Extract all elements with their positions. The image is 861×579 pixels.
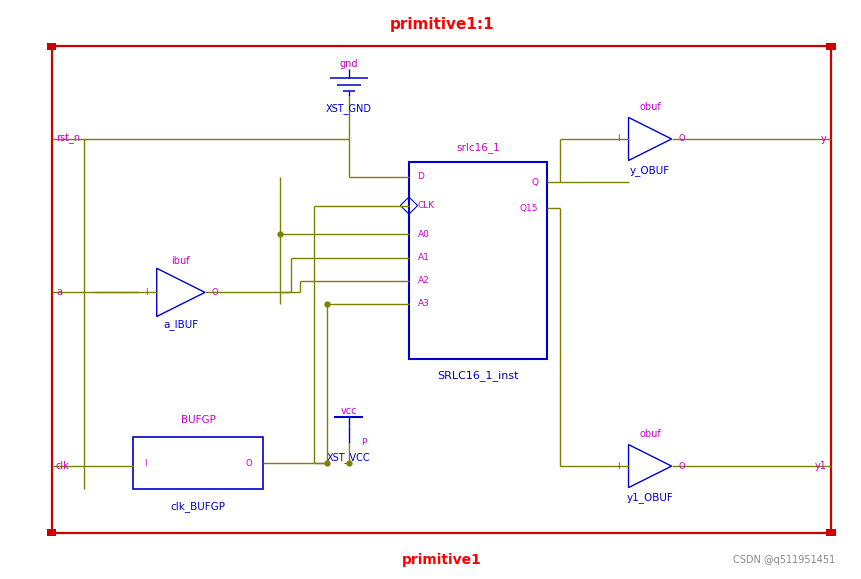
Text: Q: Q xyxy=(531,178,538,187)
Text: obuf: obuf xyxy=(639,429,661,439)
Text: I: I xyxy=(146,288,147,297)
Bar xyxy=(46,529,57,536)
Text: a: a xyxy=(56,287,62,298)
Text: rst_n: rst_n xyxy=(56,134,80,144)
Text: primitive1:1: primitive1:1 xyxy=(389,17,494,32)
Text: O: O xyxy=(678,461,685,471)
Text: A1: A1 xyxy=(418,253,430,262)
Text: Q15: Q15 xyxy=(520,204,538,213)
Bar xyxy=(827,529,835,536)
Text: XST_VCC: XST_VCC xyxy=(327,452,370,463)
Text: vcc: vcc xyxy=(340,406,357,416)
Text: A0: A0 xyxy=(418,230,430,239)
Bar xyxy=(827,43,835,49)
Text: y: y xyxy=(821,134,827,144)
Bar xyxy=(409,162,547,359)
Bar xyxy=(52,46,831,533)
Bar xyxy=(133,437,263,489)
Text: O: O xyxy=(212,288,219,297)
Text: I: I xyxy=(617,461,619,471)
Text: SRLC16_1_inst: SRLC16_1_inst xyxy=(437,370,518,380)
Text: D: D xyxy=(418,172,424,181)
Text: ibuf: ibuf xyxy=(171,255,190,266)
Text: primitive1: primitive1 xyxy=(402,554,481,567)
Text: I: I xyxy=(144,459,146,468)
Text: P: P xyxy=(362,438,367,448)
Text: clk_BUFGP: clk_BUFGP xyxy=(170,501,226,512)
Text: y1: y1 xyxy=(815,461,827,471)
Text: clk: clk xyxy=(56,461,70,471)
Text: gnd: gnd xyxy=(339,58,358,69)
Text: I: I xyxy=(617,134,619,144)
Text: BUFGP: BUFGP xyxy=(181,415,215,425)
Text: CLK: CLK xyxy=(418,201,435,210)
Text: XST_GND: XST_GND xyxy=(325,103,372,113)
Text: y_OBUF: y_OBUF xyxy=(630,166,670,176)
Text: CSDN @q511951451: CSDN @q511951451 xyxy=(733,555,835,565)
Bar xyxy=(46,43,57,49)
Text: A3: A3 xyxy=(418,299,430,309)
Text: O: O xyxy=(245,459,252,468)
Text: y1_OBUF: y1_OBUF xyxy=(627,493,673,503)
Text: srlc16_1: srlc16_1 xyxy=(456,142,499,153)
Text: A2: A2 xyxy=(418,276,430,285)
Text: a_IBUF: a_IBUF xyxy=(164,319,198,329)
Text: obuf: obuf xyxy=(639,102,661,112)
Text: O: O xyxy=(678,134,685,144)
